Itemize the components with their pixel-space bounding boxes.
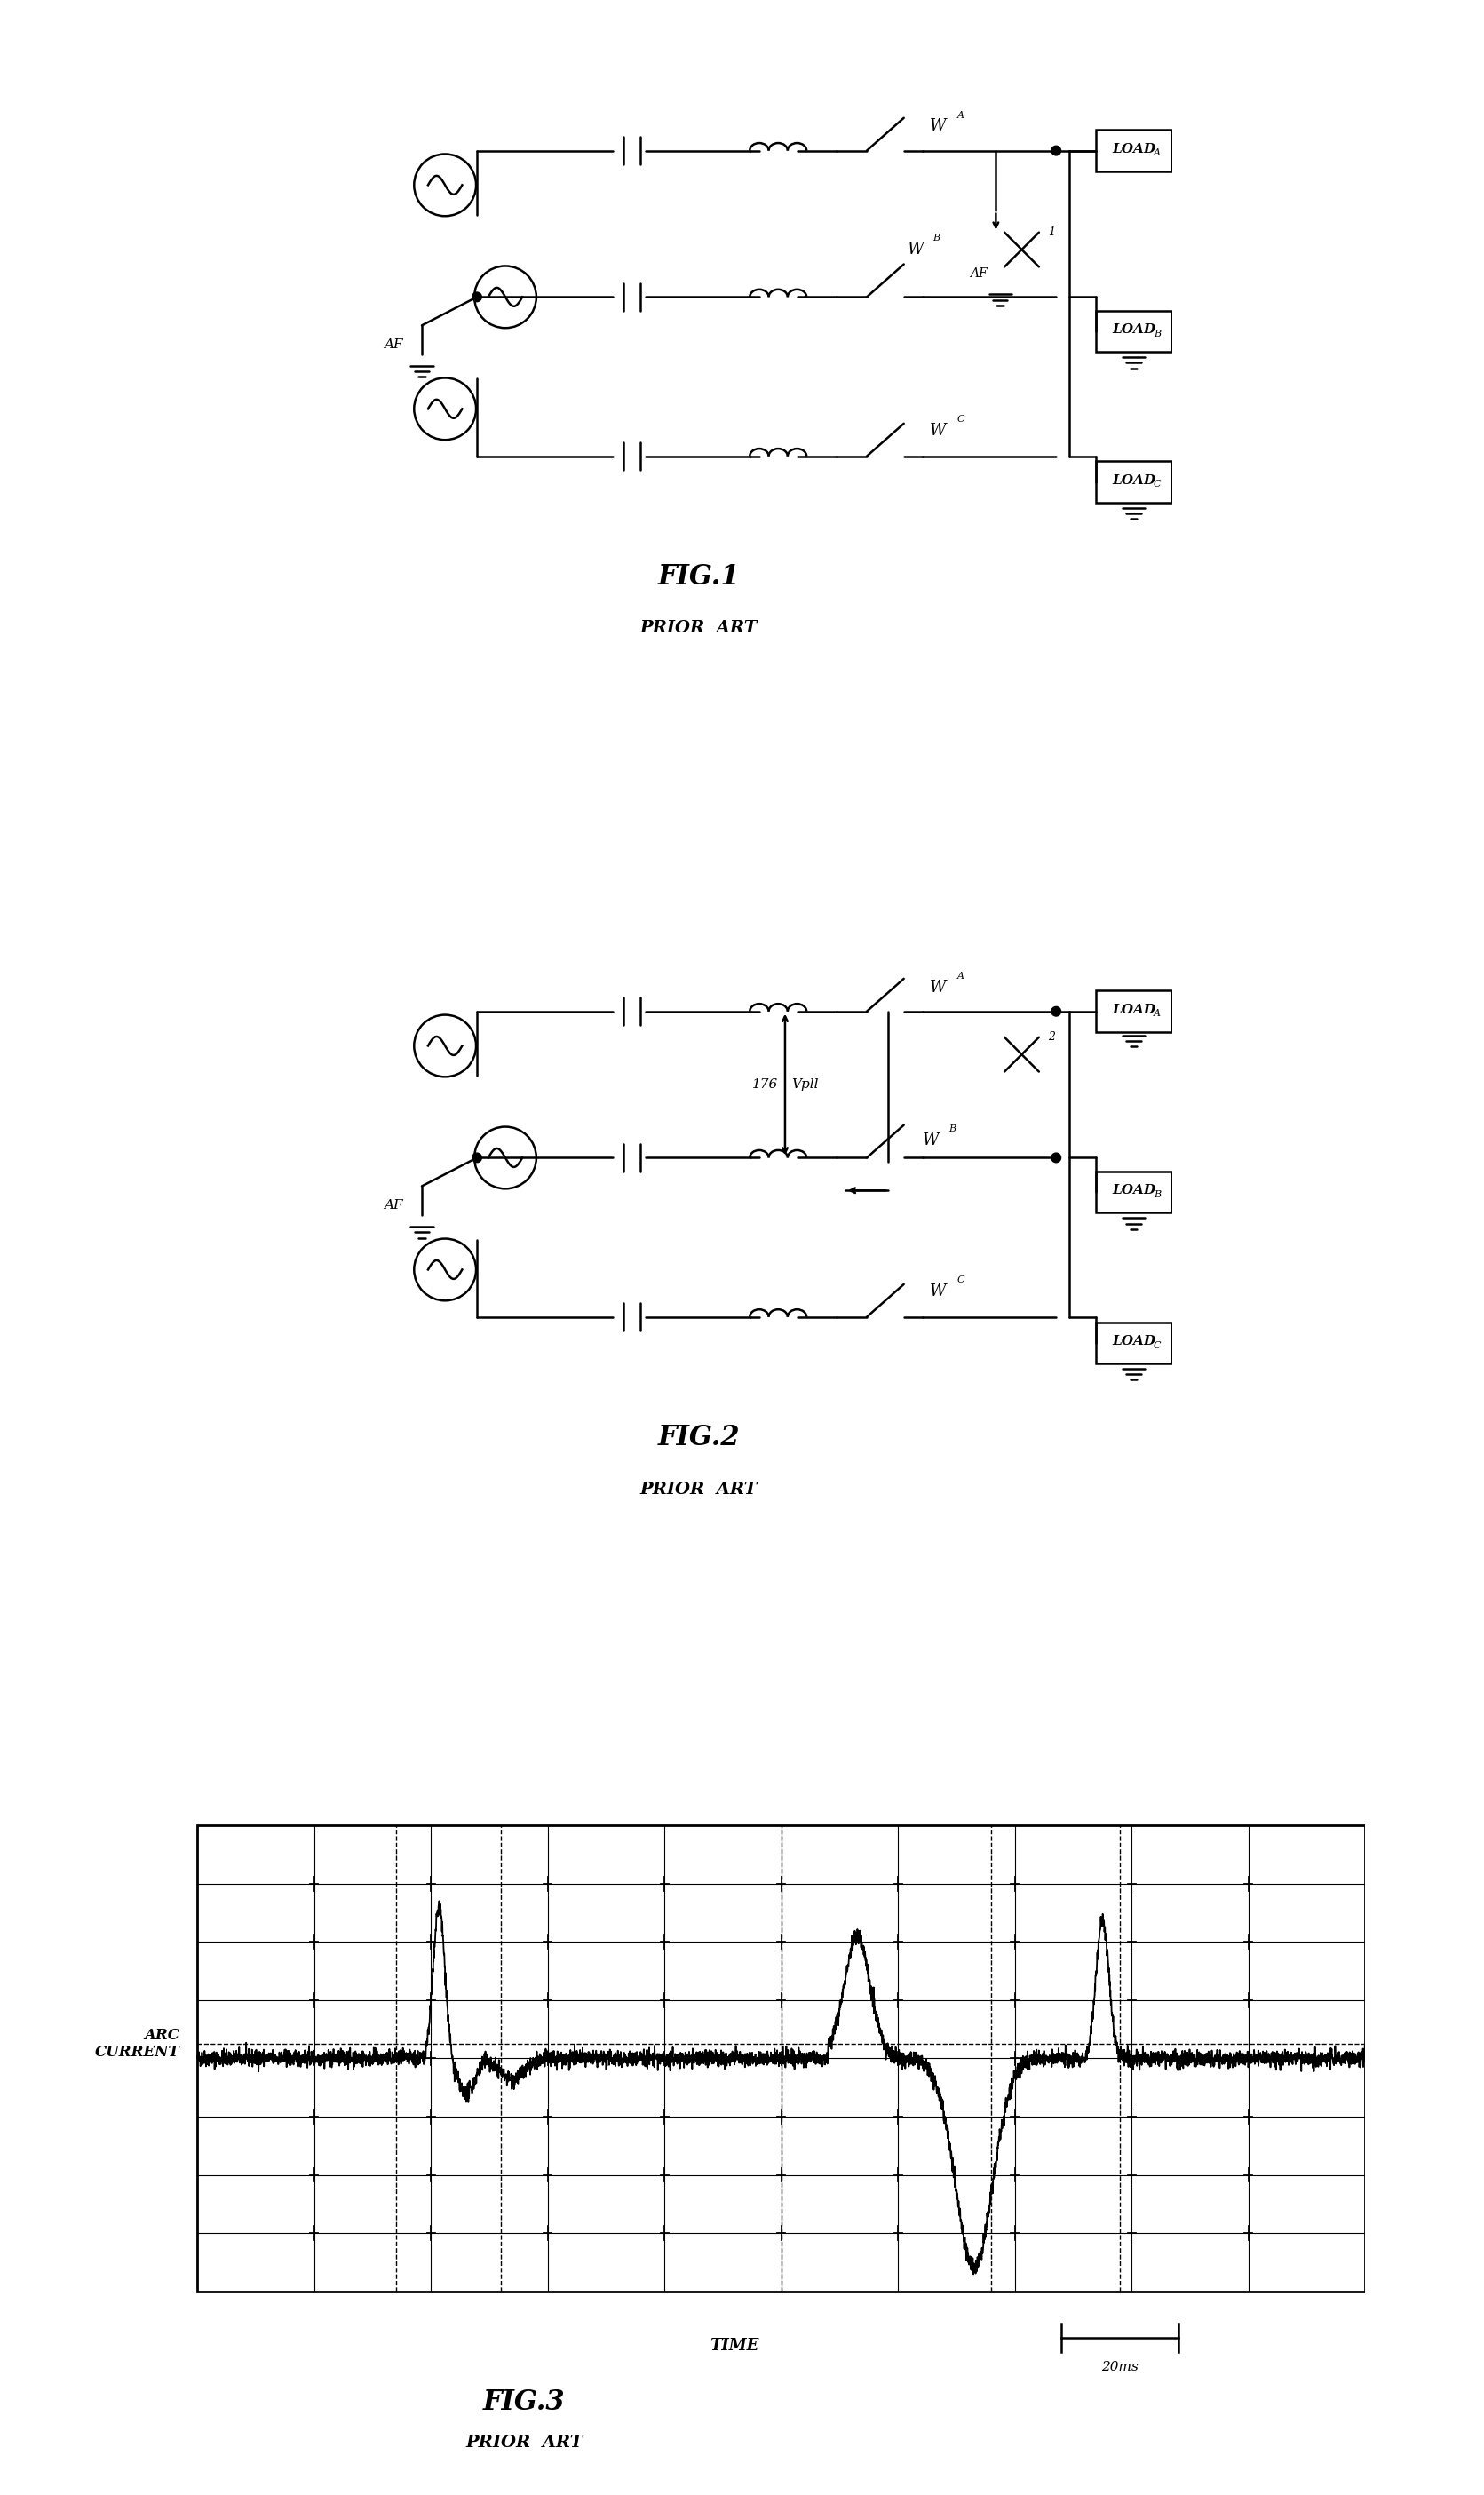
Bar (1095, 991, 1171, 1033)
Circle shape (472, 1153, 482, 1163)
Bar (1095, 1322, 1171, 1362)
Text: A: A (1153, 1010, 1160, 1018)
Text: LOAD: LOAD (1112, 1335, 1156, 1347)
Text: B: B (933, 235, 941, 242)
Text: C: C (957, 414, 965, 424)
Text: A: A (957, 971, 965, 981)
Bar (1095, 130, 1171, 172)
Circle shape (1051, 1005, 1061, 1015)
Text: W: W (929, 981, 947, 996)
Text: W: W (929, 120, 947, 135)
Text: W: W (923, 1133, 939, 1148)
Text: FIG.1: FIG.1 (657, 564, 741, 591)
Bar (1095, 312, 1171, 352)
Text: C: C (1153, 1340, 1160, 1350)
Text: C: C (957, 1275, 965, 1285)
Bar (197, 1826, 1365, 2290)
Text: LOAD: LOAD (1112, 324, 1156, 337)
Text: 176: 176 (752, 1078, 778, 1090)
Text: FIG.3: FIG.3 (484, 2388, 565, 2415)
Text: LOAD: LOAD (1112, 474, 1156, 487)
Circle shape (1051, 1153, 1061, 1163)
Text: W: W (907, 242, 923, 257)
Text: AF: AF (384, 1200, 404, 1210)
Text: PRIOR  ART: PRIOR ART (466, 2435, 583, 2450)
Text: A: A (1153, 150, 1160, 157)
Text: 2: 2 (1048, 1030, 1055, 1043)
Circle shape (472, 292, 482, 302)
Text: FIG.2: FIG.2 (657, 1425, 741, 1452)
Text: B: B (1153, 1190, 1160, 1200)
Bar (1095, 1173, 1171, 1213)
Text: PRIOR  ART: PRIOR ART (640, 621, 758, 636)
Text: LOAD: LOAD (1112, 1185, 1156, 1198)
Text: W: W (929, 1282, 947, 1300)
Text: AF: AF (971, 267, 987, 279)
Text: ARC
CURRENT: ARC CURRENT (95, 2028, 180, 2061)
Circle shape (1051, 145, 1061, 155)
Text: A: A (957, 110, 965, 120)
Text: PRIOR  ART: PRIOR ART (640, 1482, 758, 1497)
Text: 20ms: 20ms (1101, 2360, 1138, 2373)
Text: AF: AF (384, 339, 404, 349)
Text: B: B (1153, 329, 1160, 339)
Text: W: W (929, 422, 947, 439)
Text: C: C (1153, 479, 1160, 489)
Text: LOAD: LOAD (1112, 142, 1156, 155)
Text: TIME: TIME (709, 2338, 760, 2353)
Text: B: B (948, 1125, 956, 1133)
Text: Vpll: Vpll (792, 1078, 819, 1090)
Bar (1095, 462, 1171, 501)
Text: 1: 1 (1048, 227, 1055, 237)
Text: LOAD: LOAD (1112, 1003, 1156, 1015)
